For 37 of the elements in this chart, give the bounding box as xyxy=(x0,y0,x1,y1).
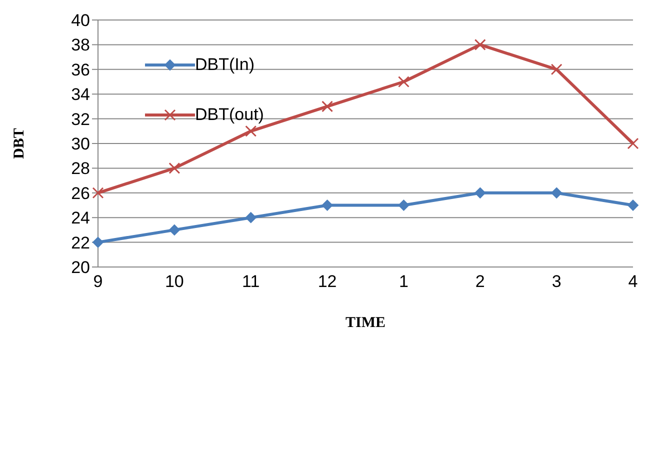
point xyxy=(474,187,486,198)
point xyxy=(245,125,257,137)
y-tick-label: 30 xyxy=(71,134,90,154)
point xyxy=(245,212,256,224)
y-tick-label: 22 xyxy=(71,233,90,252)
y-tick-label: 40 xyxy=(71,11,90,30)
point xyxy=(168,162,180,174)
legend-label: DBT(out) xyxy=(195,105,264,125)
point xyxy=(551,187,562,198)
x-tick-label: 10 xyxy=(164,272,184,292)
point xyxy=(474,38,486,50)
point xyxy=(398,76,410,88)
point xyxy=(398,200,410,211)
point xyxy=(168,224,180,236)
point xyxy=(322,100,334,112)
x-tick-label: 12 xyxy=(318,272,337,292)
y-tick-label: 26 xyxy=(71,184,90,203)
y-tick-label: 36 xyxy=(71,60,90,80)
legend-label: DBT(In) xyxy=(195,55,254,75)
x-tick-label: 9 xyxy=(93,272,103,292)
x-axis-title: TIME xyxy=(345,315,386,331)
x-tick-label: 4 xyxy=(628,272,638,292)
x-tick-label: 3 xyxy=(552,272,562,292)
point xyxy=(627,138,639,150)
y-tick-label: 38 xyxy=(71,36,90,55)
y-axis-title: DBT xyxy=(11,128,28,159)
y-tick-label: 32 xyxy=(71,110,90,129)
point xyxy=(322,200,333,211)
y-tick-label: 24 xyxy=(71,208,90,228)
y-tick-label: 34 xyxy=(71,85,90,104)
y-tick-label: 20 xyxy=(71,258,90,278)
point xyxy=(550,64,562,76)
point xyxy=(628,200,638,211)
x-tick-label: 2 xyxy=(475,272,485,292)
y-tick-label: 28 xyxy=(71,159,90,178)
x-tick-label: 11 xyxy=(242,272,260,292)
x-tick-label: 1 xyxy=(398,272,408,292)
